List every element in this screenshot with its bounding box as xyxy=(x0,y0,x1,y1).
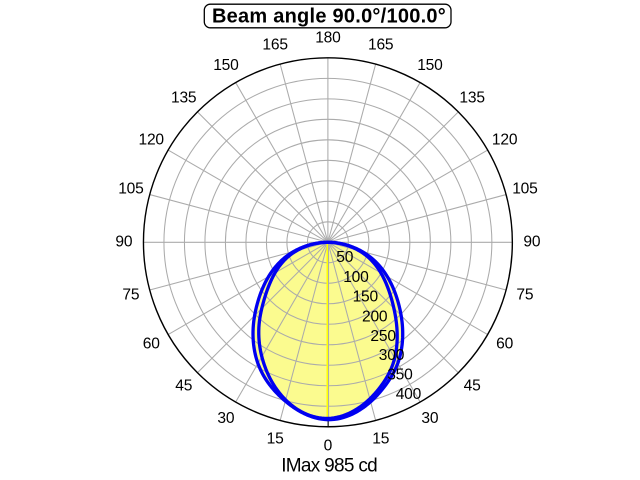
svg-text:165: 165 xyxy=(262,37,288,54)
svg-text:150: 150 xyxy=(417,57,443,74)
svg-text:150: 150 xyxy=(213,57,239,74)
svg-text:90: 90 xyxy=(523,234,540,251)
svg-text:15: 15 xyxy=(267,431,284,448)
svg-text:135: 135 xyxy=(171,89,197,106)
svg-text:300: 300 xyxy=(379,347,405,364)
svg-text:165: 165 xyxy=(368,37,394,54)
svg-text:400: 400 xyxy=(396,386,422,403)
svg-text:120: 120 xyxy=(492,132,518,149)
svg-text:60: 60 xyxy=(496,336,513,353)
svg-text:50: 50 xyxy=(336,249,353,266)
svg-text:30: 30 xyxy=(421,410,438,427)
svg-text:75: 75 xyxy=(516,286,533,303)
svg-text:250: 250 xyxy=(370,328,396,345)
svg-text:105: 105 xyxy=(118,181,144,198)
svg-text:105: 105 xyxy=(512,181,538,198)
svg-text:IMax 985 cd: IMax 985 cd xyxy=(281,456,377,477)
svg-text:150: 150 xyxy=(353,289,379,306)
svg-text:90: 90 xyxy=(115,234,132,251)
svg-text:100: 100 xyxy=(343,269,369,286)
svg-text:75: 75 xyxy=(122,286,139,303)
svg-text:Beam angle 90.0°/100.0°: Beam angle 90.0°/100.0° xyxy=(212,5,446,27)
svg-text:0: 0 xyxy=(324,438,333,455)
svg-text:45: 45 xyxy=(175,378,192,395)
svg-text:30: 30 xyxy=(217,410,234,427)
svg-text:350: 350 xyxy=(387,366,413,383)
svg-text:180: 180 xyxy=(315,30,341,47)
svg-text:135: 135 xyxy=(459,89,485,106)
svg-text:45: 45 xyxy=(464,378,481,395)
svg-text:15: 15 xyxy=(372,431,389,448)
svg-text:120: 120 xyxy=(138,132,164,149)
svg-text:60: 60 xyxy=(143,336,160,353)
svg-text:200: 200 xyxy=(362,308,388,325)
